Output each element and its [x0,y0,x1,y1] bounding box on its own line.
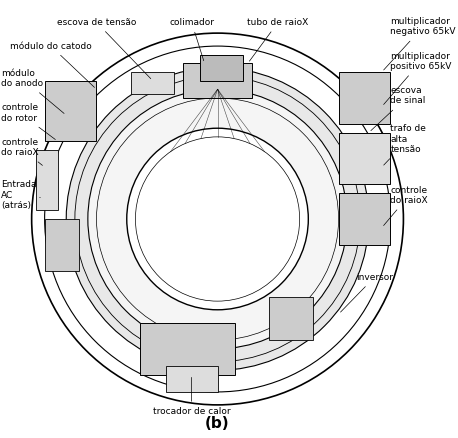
Text: controle
do rotor: controle do rotor [1,103,55,140]
Circle shape [88,89,347,349]
Text: trocador de calor: trocador de calor [153,378,230,416]
Bar [338,193,391,245]
Bar [269,297,313,340]
Bar [338,133,391,184]
Bar [166,366,218,392]
Text: multiplicador
negativo 65kV: multiplicador negativo 65kV [384,17,456,70]
Circle shape [127,128,308,310]
Text: controle
do raioX: controle do raioX [1,138,43,166]
Bar [140,323,235,374]
Text: inversor: inversor [340,273,393,312]
Bar [44,81,97,141]
Text: Entrada
AC
(atrás): Entrada AC (atrás) [1,180,40,210]
Text: módulo
do anodo: módulo do anodo [1,69,64,113]
Text: módulo do catodo: módulo do catodo [10,42,94,88]
Text: (b): (b) [205,416,230,431]
Bar [200,55,244,81]
Text: colimador: colimador [169,18,214,61]
Bar [338,72,391,124]
Text: multiplicador
positivo 65kV: multiplicador positivo 65kV [384,52,452,105]
Text: tubo de raioX: tubo de raioX [247,18,309,61]
Bar [183,64,252,98]
Bar [44,219,79,271]
Text: trafo de
alta
tensão: trafo de alta tensão [384,124,426,165]
Text: escova
de sinal: escova de sinal [371,86,426,131]
Bar [36,150,58,210]
Text: escova de tensão: escova de tensão [57,18,151,79]
Text: controle
do raioX: controle do raioX [384,186,428,226]
Bar [131,72,174,94]
Circle shape [66,68,369,370]
